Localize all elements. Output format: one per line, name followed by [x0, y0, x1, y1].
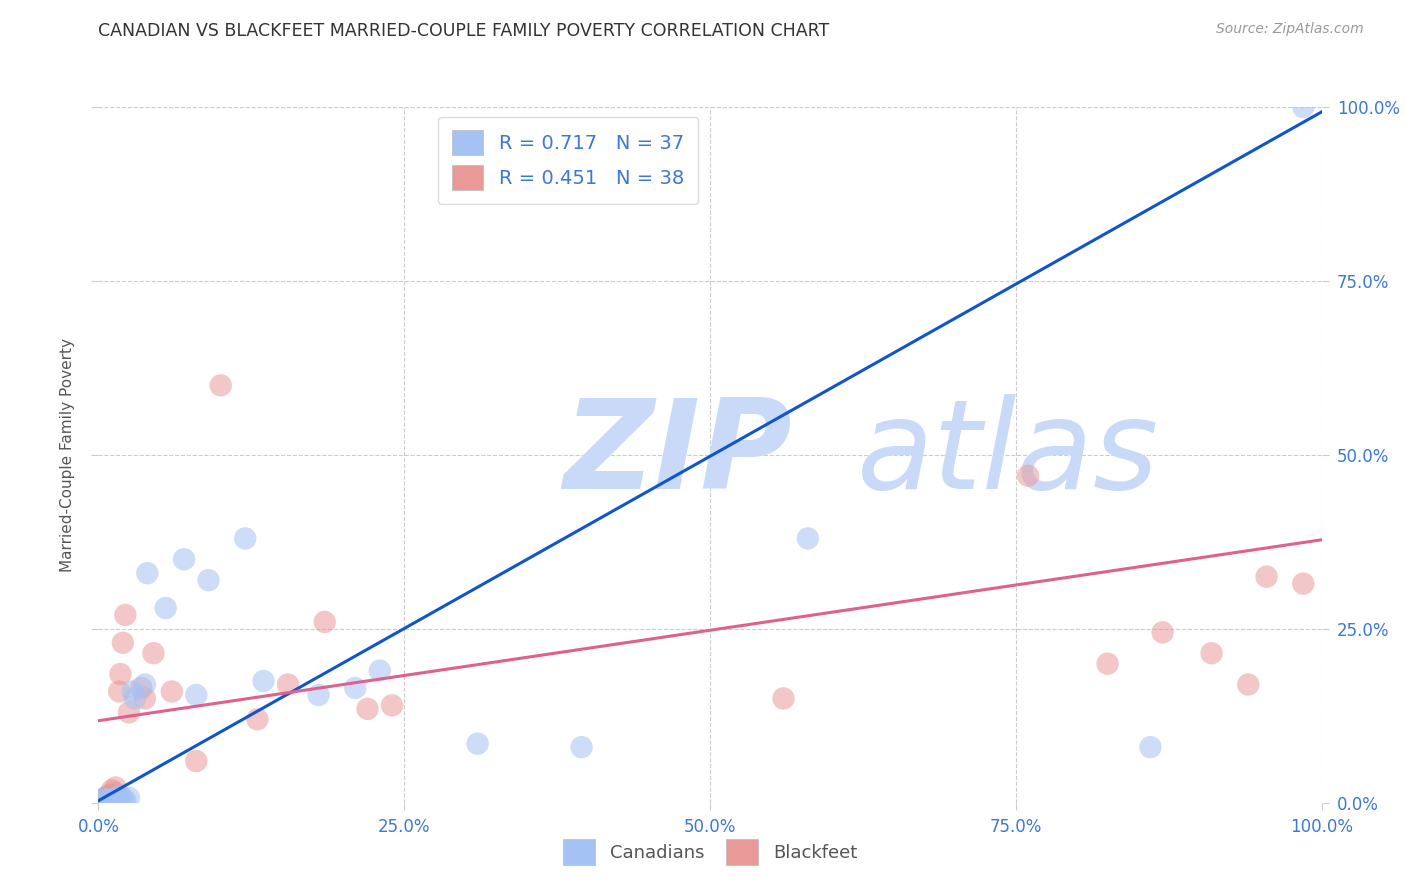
- Point: [114, 794, 136, 808]
- Point: [356, 702, 378, 716]
- Point: [277, 677, 299, 691]
- Point: [381, 698, 404, 713]
- Point: [142, 646, 165, 660]
- Point: [103, 785, 125, 799]
- Point: [308, 688, 330, 702]
- Point: [94, 790, 117, 805]
- Point: [772, 691, 794, 706]
- Point: [108, 792, 131, 806]
- Point: [134, 691, 156, 706]
- Point: [104, 794, 127, 808]
- Point: [110, 789, 132, 803]
- Point: [111, 792, 134, 806]
- Legend: Canadians, Blackfeet: Canadians, Blackfeet: [554, 830, 866, 874]
- Point: [98, 792, 121, 806]
- Point: [797, 532, 820, 546]
- Point: [467, 737, 489, 751]
- Point: [314, 615, 336, 629]
- Point: [98, 792, 121, 806]
- Point: [1256, 570, 1278, 584]
- Point: [101, 789, 124, 803]
- Point: [124, 691, 146, 706]
- Point: [103, 794, 125, 808]
- Point: [107, 792, 129, 806]
- Point: [111, 636, 134, 650]
- Point: [118, 791, 141, 805]
- Text: ZIP: ZIP: [564, 394, 792, 516]
- Point: [105, 789, 128, 803]
- Point: [252, 674, 274, 689]
- Point: [91, 792, 114, 806]
- Point: [91, 794, 114, 808]
- Point: [118, 706, 141, 720]
- Text: CANADIAN VS BLACKFEET MARRIED-COUPLE FAMILY POVERTY CORRELATION CHART: CANADIAN VS BLACKFEET MARRIED-COUPLE FAM…: [98, 22, 830, 40]
- Point: [108, 684, 131, 698]
- Point: [233, 532, 256, 546]
- Point: [1017, 468, 1039, 483]
- Point: [160, 684, 183, 698]
- Point: [121, 684, 143, 698]
- Point: [1292, 576, 1315, 591]
- Y-axis label: Married-Couple Family Poverty: Married-Couple Family Poverty: [60, 338, 75, 572]
- Point: [96, 794, 118, 808]
- Point: [173, 552, 195, 566]
- Point: [93, 794, 115, 808]
- Point: [368, 664, 391, 678]
- Point: [136, 566, 159, 581]
- Point: [97, 794, 120, 808]
- Point: [91, 792, 114, 806]
- Point: [97, 789, 120, 803]
- Point: [101, 783, 124, 797]
- Point: [101, 794, 124, 808]
- Point: [571, 740, 593, 755]
- Point: [91, 794, 114, 808]
- Point: [94, 792, 117, 806]
- Point: [1292, 100, 1315, 114]
- Point: [107, 790, 129, 805]
- Point: [1152, 625, 1174, 640]
- Point: [101, 792, 124, 806]
- Point: [105, 792, 128, 806]
- Point: [344, 681, 367, 695]
- Point: [129, 681, 152, 695]
- Point: [96, 792, 118, 806]
- Point: [1097, 657, 1119, 671]
- Point: [155, 601, 177, 615]
- Point: [1237, 677, 1260, 691]
- Point: [134, 677, 156, 691]
- Point: [246, 712, 269, 726]
- Point: [93, 794, 115, 808]
- Point: [209, 378, 232, 392]
- Point: [100, 794, 122, 808]
- Point: [186, 688, 208, 702]
- Text: atlas: atlas: [856, 394, 1159, 516]
- Point: [110, 667, 132, 681]
- Point: [197, 573, 219, 587]
- Point: [1139, 740, 1161, 755]
- Point: [104, 780, 127, 795]
- Point: [186, 754, 208, 768]
- Point: [114, 607, 136, 622]
- Text: Source: ZipAtlas.com: Source: ZipAtlas.com: [1216, 22, 1364, 37]
- Point: [100, 788, 122, 802]
- Point: [1201, 646, 1223, 660]
